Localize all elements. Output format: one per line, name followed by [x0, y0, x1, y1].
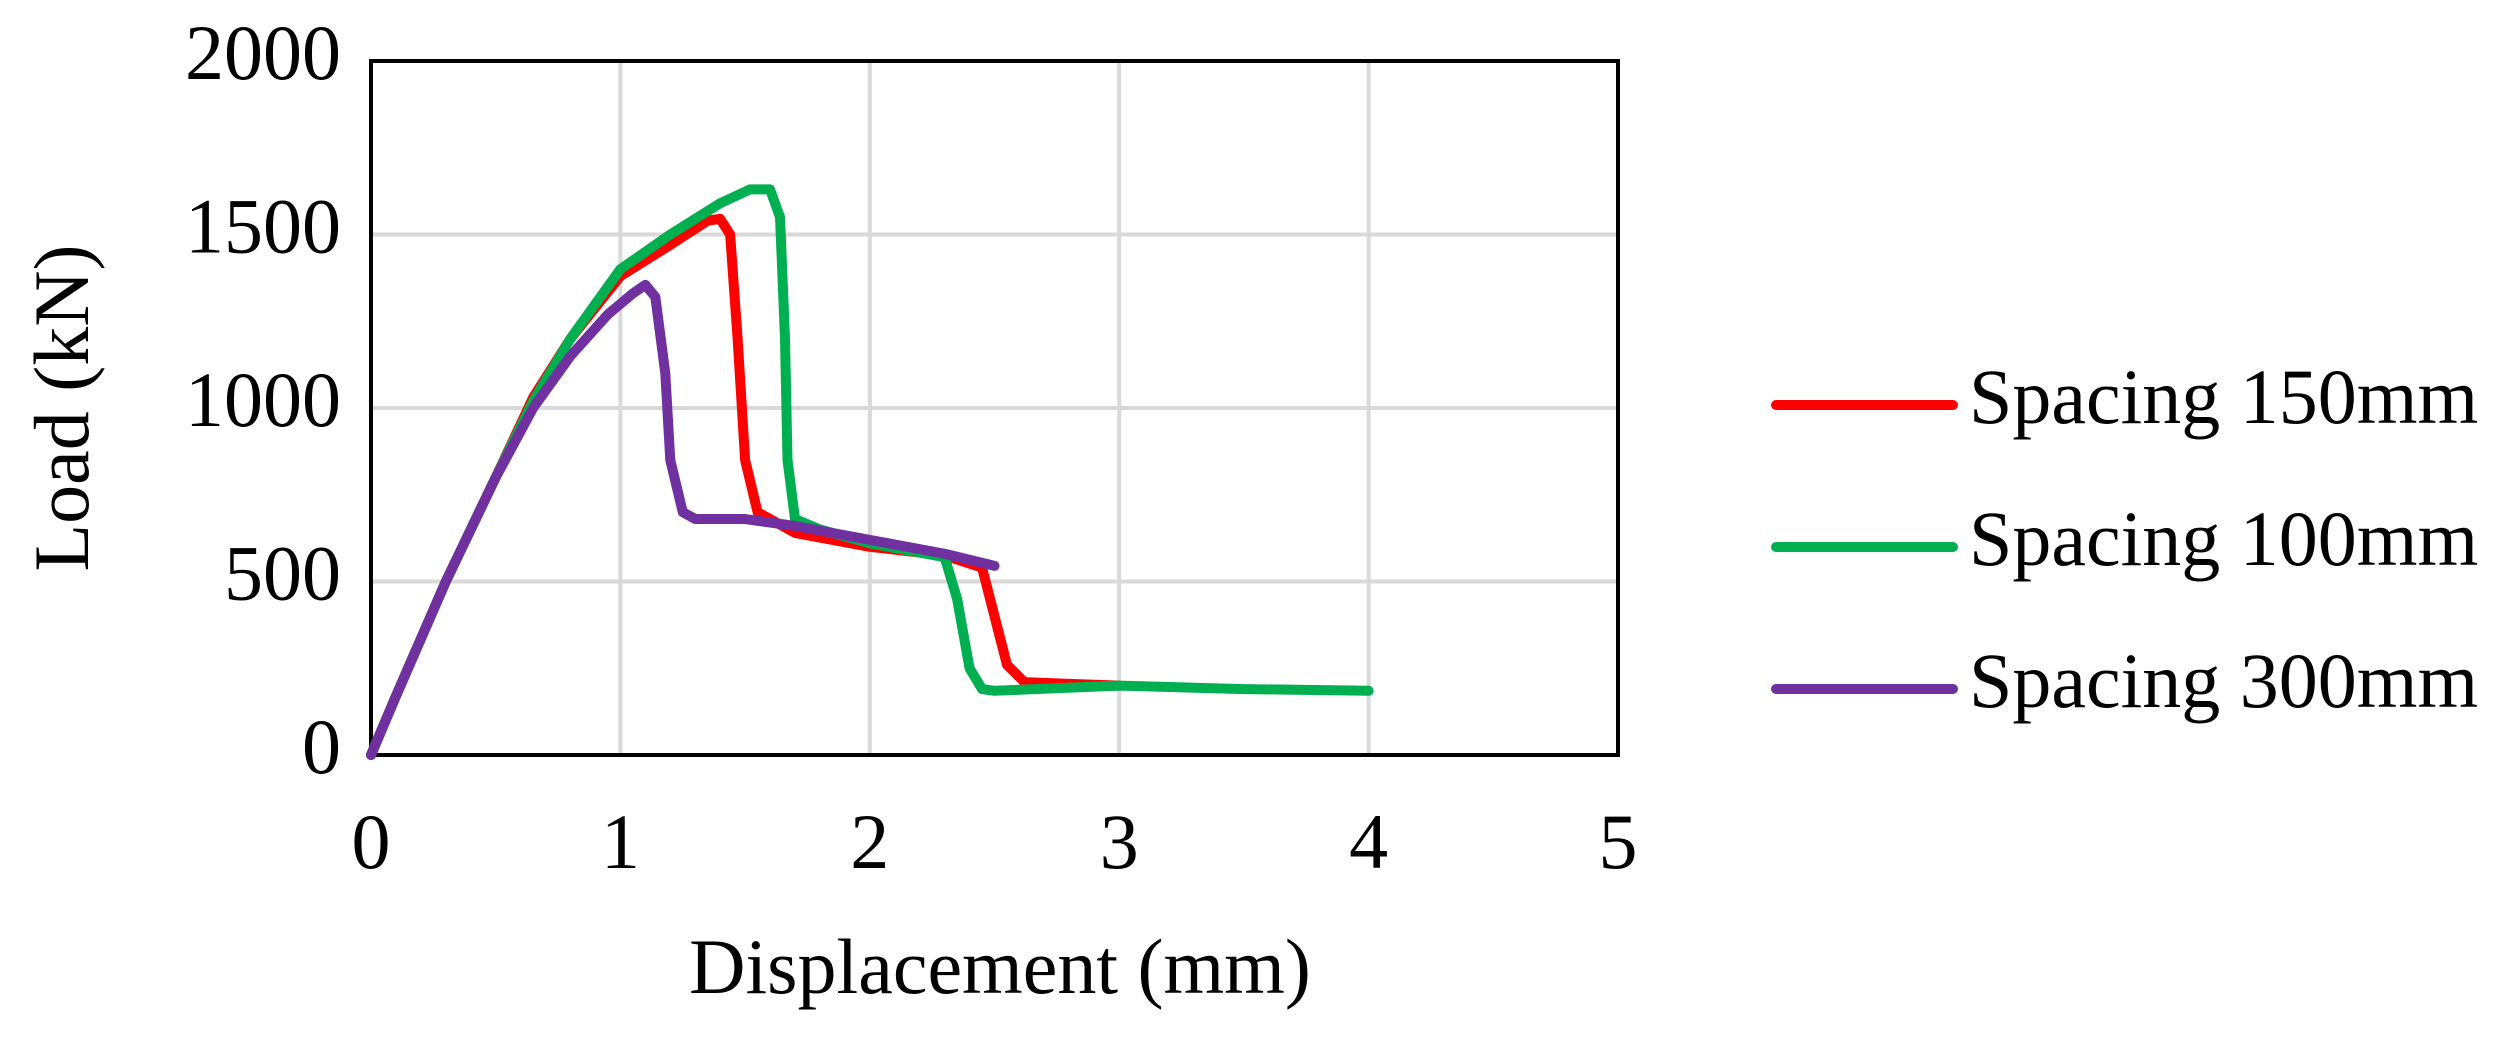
x-axis-title: Displacement (mm) — [689, 923, 1311, 1010]
plot-frame — [369, 59, 1620, 757]
data-line — [366, 213, 1125, 760]
x-tick-label: 3 — [1100, 798, 1139, 885]
y-tick-label: 2000 — [185, 9, 341, 96]
x-tick-label: 4 — [1349, 798, 1388, 885]
y-tick-label: 0 — [302, 703, 341, 790]
x-tick-label: 0 — [352, 798, 391, 885]
y-tick-label: 1500 — [185, 182, 341, 269]
legend-label: Spacing 100mm — [1969, 495, 2478, 582]
x-tick-label: 5 — [1599, 798, 1638, 885]
legend-label: Spacing 300mm — [1969, 637, 2478, 724]
y-tick-label: 500 — [224, 529, 341, 616]
x-tick-label: 2 — [850, 798, 889, 885]
legend-label: Spacing 150mm — [1969, 353, 2478, 440]
y-axis-title: Load (kN) — [18, 244, 105, 571]
data-line — [366, 279, 1000, 760]
y-tick-label: 1000 — [185, 356, 341, 443]
x-tick-label: 1 — [601, 798, 640, 885]
